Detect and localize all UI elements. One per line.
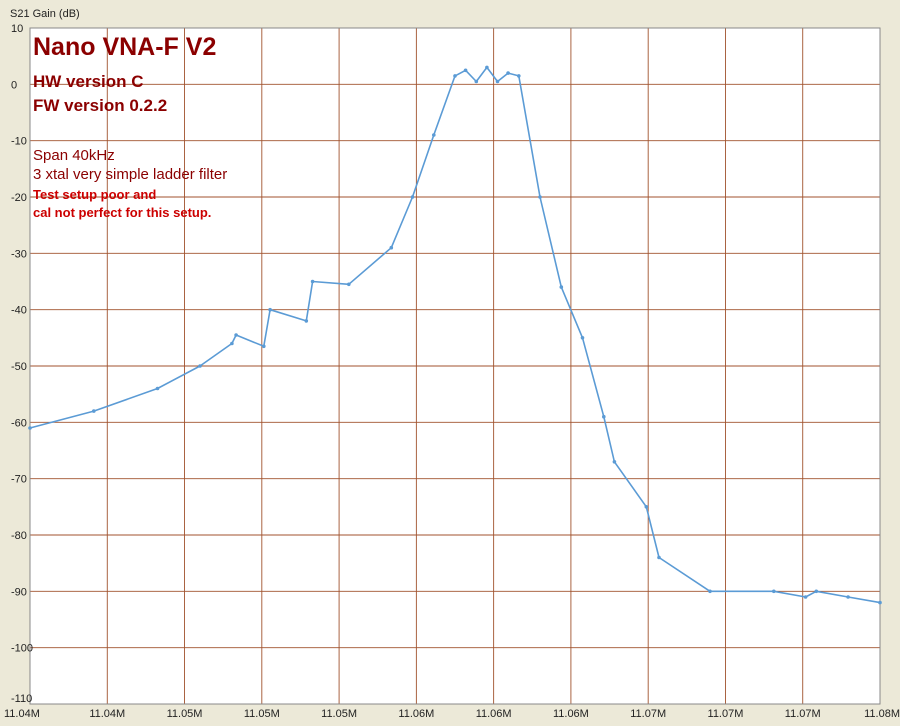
x-tick-label: 11.07M — [785, 708, 821, 720]
data-point — [234, 333, 238, 337]
data-point — [310, 279, 315, 284]
annotation-note-1: Test setup poor and — [33, 187, 157, 202]
y-axis-label: S21 Gain (dB) — [10, 8, 80, 20]
data-point — [708, 589, 712, 594]
data-point — [474, 79, 479, 84]
annotation-hw-version: HW version C — [33, 72, 144, 91]
data-point — [878, 600, 882, 605]
y-tick-label: 10 — [11, 23, 23, 35]
y-tick-label: -50 — [11, 361, 27, 373]
y-tick-label: -40 — [11, 305, 27, 317]
y-tick-label: -10 — [11, 136, 27, 148]
data-point — [453, 74, 457, 78]
x-tick-label: 11.05M — [167, 708, 203, 720]
data-point — [304, 319, 309, 323]
x-tick-label: 11.06M — [476, 708, 512, 720]
series-line — [29, 66, 881, 604]
data-point — [155, 386, 160, 391]
data-point — [198, 364, 202, 368]
y-tick-label: -60 — [11, 417, 27, 429]
data-point — [846, 595, 850, 599]
x-tick-label: 11.07M — [708, 708, 744, 720]
data-point — [803, 595, 808, 599]
data-point — [644, 505, 649, 509]
data-point — [389, 245, 394, 250]
data-point — [602, 414, 606, 419]
data-point — [657, 555, 661, 560]
x-tick-label: 11.04M — [89, 708, 125, 720]
x-tick-labels: 11.04M 11.04M 11.05M 11.05M 11.05M 11.06M 11.0… — [4, 708, 900, 720]
data-point — [262, 344, 266, 349]
data-point — [485, 65, 489, 70]
data-point — [772, 589, 776, 594]
y-tick-label: 0 — [11, 79, 17, 91]
data-point — [580, 336, 585, 340]
annotation-filter: 3 xtal very simple ladder filter — [33, 166, 228, 183]
y-tick-label: -70 — [11, 474, 27, 486]
y-tick-label: -110 — [11, 693, 32, 705]
x-tick-label: 11.04M — [4, 708, 40, 720]
data-point — [814, 589, 819, 594]
y-tick-label: -20 — [11, 192, 27, 204]
data-point — [517, 74, 521, 78]
data-point — [506, 71, 510, 75]
y-tick-label: -80 — [11, 530, 27, 542]
data-point — [268, 307, 272, 312]
series-group — [28, 65, 882, 605]
y-tick-label: -90 — [11, 586, 27, 598]
x-tick-label: 11.06M — [553, 708, 589, 720]
data-point — [28, 426, 32, 430]
x-tick-label: 11.06M — [398, 708, 434, 720]
y-tick-label: -100 — [11, 643, 33, 655]
x-tick-label: 11.07M — [630, 708, 666, 720]
plot-border — [29, 27, 881, 705]
chart-title: Nano VNA-F V2 — [33, 33, 217, 61]
data-point — [432, 133, 436, 137]
data-point — [612, 460, 617, 464]
annotation-note-2: cal not perfect for this setup. — [33, 205, 212, 220]
data-point — [92, 409, 96, 413]
x-tick-label: 11.05M — [244, 708, 280, 720]
data-point — [463, 68, 468, 73]
y-tick-label: -30 — [11, 248, 27, 260]
x-tick-label: 11.08M — [864, 708, 900, 720]
y-tick-labels: 10 0 -10 -20 -30 -40 -50 -60 -70 -80 -90 -100 -110 — [11, 23, 33, 705]
annotation-span: Span 40kHz — [33, 147, 115, 164]
annotation-fw-version: FW version 0.2.2 — [33, 96, 168, 115]
data-point — [410, 195, 415, 199]
data-point — [495, 79, 500, 84]
data-point — [559, 285, 564, 289]
x-tick-label: 11.05M — [321, 708, 357, 720]
data-point — [347, 282, 351, 287]
data-point — [230, 341, 234, 346]
data-point — [538, 195, 542, 199]
